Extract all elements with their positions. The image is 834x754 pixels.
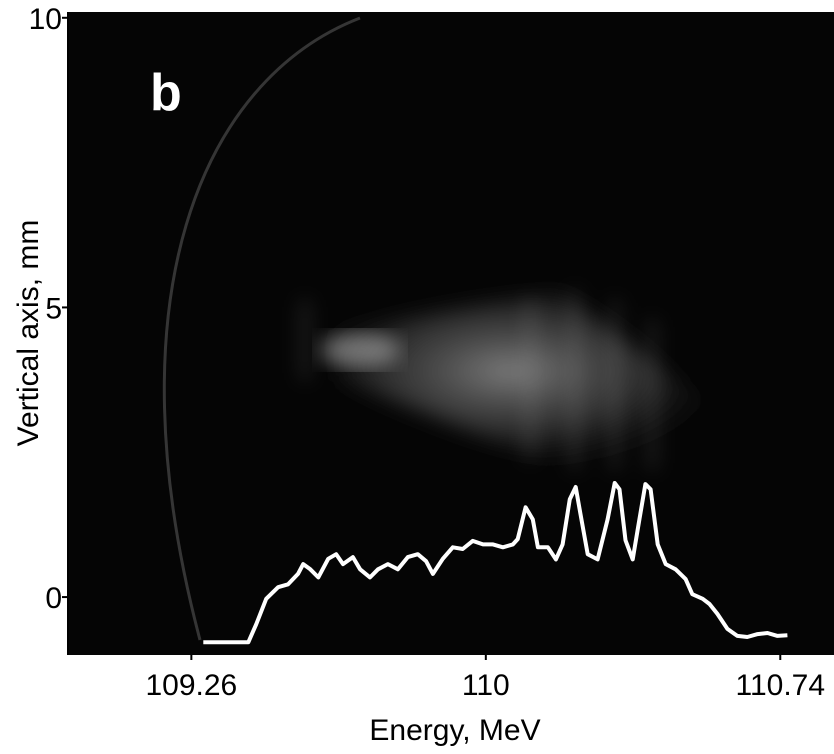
y-tick-label: 0 [45,582,62,615]
x-tick-label: 110.74 [736,669,826,702]
x-tick-label: 109.26 [145,669,237,702]
x-tick-label: 110 [462,669,510,702]
y-tick-label: 5 [45,292,62,325]
image-content [162,16,730,641]
profile-line [203,481,788,645]
panel-label: b [150,64,182,122]
x-axis-label: Energy, MeV [369,714,540,747]
y-axis-label: Vertical axis, mm [12,220,45,447]
y-tick-label: 10 [29,3,62,36]
